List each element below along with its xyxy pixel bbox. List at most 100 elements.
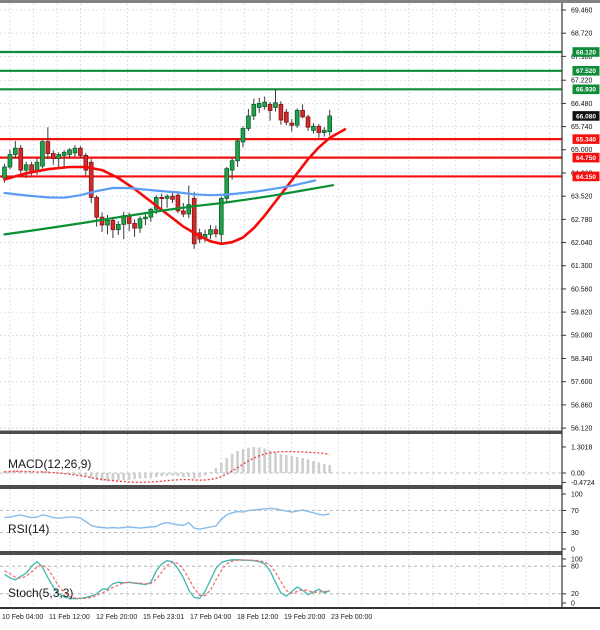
macd-histogram-bar bbox=[268, 450, 272, 473]
macd-histogram-bar bbox=[154, 473, 158, 477]
stoch-d-line bbox=[4, 559, 330, 600]
candle-bearish bbox=[94, 197, 99, 218]
macd-histogram-bar bbox=[214, 468, 218, 473]
candle-bearish bbox=[300, 109, 305, 118]
macd-histogram-bar bbox=[95, 473, 98, 480]
ma-fast-red bbox=[3, 128, 347, 246]
candle-bearish bbox=[278, 103, 284, 121]
candle-bearish bbox=[132, 223, 137, 229]
candle-bearish bbox=[83, 155, 89, 171]
price-badge-label: 64.750 bbox=[576, 155, 596, 162]
macd-histogram-bar bbox=[236, 451, 239, 473]
candle-bearish bbox=[45, 141, 51, 154]
candle-bullish bbox=[61, 151, 67, 156]
rsi-axis-label: 100 bbox=[571, 491, 583, 498]
price-tick-label: 58.340 bbox=[571, 356, 593, 363]
macd-histogram-bar bbox=[257, 447, 261, 473]
candle-bullish bbox=[246, 115, 251, 129]
price-badge-support bbox=[572, 171, 600, 182]
macd-histogram-bar bbox=[14, 470, 17, 473]
price-badge-current bbox=[572, 111, 600, 121]
price-badge-label: 65.340 bbox=[576, 137, 596, 144]
candle-bearish bbox=[88, 161, 94, 198]
macd-axis-label: 0.00 bbox=[571, 470, 585, 477]
macd-histogram-bar bbox=[176, 473, 180, 476]
rsi-line bbox=[4, 507, 330, 530]
macd-histogram-bar bbox=[263, 448, 266, 473]
candle-bullish bbox=[13, 147, 18, 155]
candle-bullish bbox=[256, 102, 262, 108]
rsi-axis-label: 0 bbox=[571, 546, 575, 553]
macd-histogram-bar bbox=[220, 463, 223, 473]
candle-bullish bbox=[143, 216, 148, 220]
time-label: 15 Feb 23:01 bbox=[143, 614, 184, 621]
candle-bullish bbox=[56, 154, 61, 159]
levels-layer bbox=[0, 50, 562, 178]
macd-histogram-bar bbox=[306, 459, 310, 473]
series-layer bbox=[2, 89, 347, 600]
candle-bullish bbox=[235, 140, 240, 162]
candle-bullish bbox=[7, 154, 13, 168]
pane-separator bbox=[0, 430, 562, 434]
macd-histogram-bar bbox=[182, 473, 185, 477]
time-label: 18 Feb 12:00 bbox=[237, 614, 278, 621]
macd-histogram-bar bbox=[230, 454, 234, 473]
macd-histogram-bar bbox=[73, 473, 77, 475]
stoch-axis-label: 20 bbox=[571, 591, 579, 598]
macd-histogram-bar bbox=[252, 447, 256, 473]
macd-panel-label: MACD(12,26,9) bbox=[8, 457, 91, 471]
macd-histogram-bar bbox=[165, 473, 169, 476]
main-pane-surface[interactable] bbox=[0, 4, 562, 430]
macd-histogram-bar bbox=[203, 473, 207, 476]
candle-bearish bbox=[170, 195, 175, 200]
price-badge-support bbox=[572, 152, 600, 163]
macd-histogram-bar bbox=[138, 473, 142, 479]
candle-bullish bbox=[251, 103, 257, 117]
stoch-pane-surface[interactable] bbox=[0, 555, 562, 607]
candle-bullish bbox=[23, 164, 29, 171]
macd-histogram-bar bbox=[89, 473, 93, 479]
macd-histogram-bar bbox=[295, 457, 299, 473]
macd-histogram-bar bbox=[133, 473, 136, 480]
macd-histogram-bar bbox=[84, 473, 88, 477]
macd-histogram-bar bbox=[144, 473, 147, 479]
ma-slow-green bbox=[3, 184, 335, 236]
candle-bullish bbox=[311, 125, 316, 131]
macd-histogram-bar bbox=[68, 473, 71, 474]
candle-bullish bbox=[105, 219, 110, 226]
macd-histogram-bar bbox=[209, 472, 212, 473]
candle-bullish bbox=[321, 129, 327, 133]
macd-histogram-bar bbox=[312, 461, 315, 473]
price-badge-resistance bbox=[572, 84, 600, 95]
price-badge-label: 66.080 bbox=[576, 113, 596, 120]
price-tick-label: 65.000 bbox=[571, 147, 593, 154]
macd-histogram-bar bbox=[122, 473, 126, 481]
stoch-axis-label: 0 bbox=[571, 600, 575, 607]
price-badge-support bbox=[572, 134, 600, 144]
candle-bullish bbox=[218, 197, 224, 235]
candle-bullish bbox=[294, 109, 300, 126]
price-badge-label: 66.930 bbox=[576, 87, 596, 94]
price-badge-resistance bbox=[572, 65, 600, 76]
macd-histogram-bar bbox=[328, 465, 331, 473]
rsi-axis-label: 70 bbox=[571, 508, 579, 515]
macd-histogram-bar bbox=[198, 473, 201, 478]
time-label: 23 Feb 00:00 bbox=[331, 614, 372, 621]
rsi-pane-surface[interactable] bbox=[0, 489, 562, 551]
candle-bearish bbox=[110, 219, 116, 231]
price-tick-label: 57.600 bbox=[571, 379, 593, 386]
candle-bullish bbox=[116, 223, 121, 231]
time-label: 10 Feb 04:00 bbox=[2, 614, 43, 621]
macd-axis-label: -0.4724 bbox=[571, 480, 595, 487]
price-badge-label: 64.150 bbox=[576, 174, 596, 181]
macd-histogram-bar bbox=[127, 473, 131, 480]
macd-histogram-bar bbox=[192, 473, 196, 479]
price-tick-label: 60.560 bbox=[571, 286, 593, 293]
price-badge-resistance bbox=[572, 47, 600, 57]
grid-layer bbox=[0, 4, 562, 607]
candle-bearish bbox=[284, 111, 289, 123]
price-badge-label: 68.120 bbox=[576, 49, 596, 56]
rsi-axis-label: 30 bbox=[571, 530, 579, 537]
price-tick-label: 67.980 bbox=[571, 54, 593, 61]
